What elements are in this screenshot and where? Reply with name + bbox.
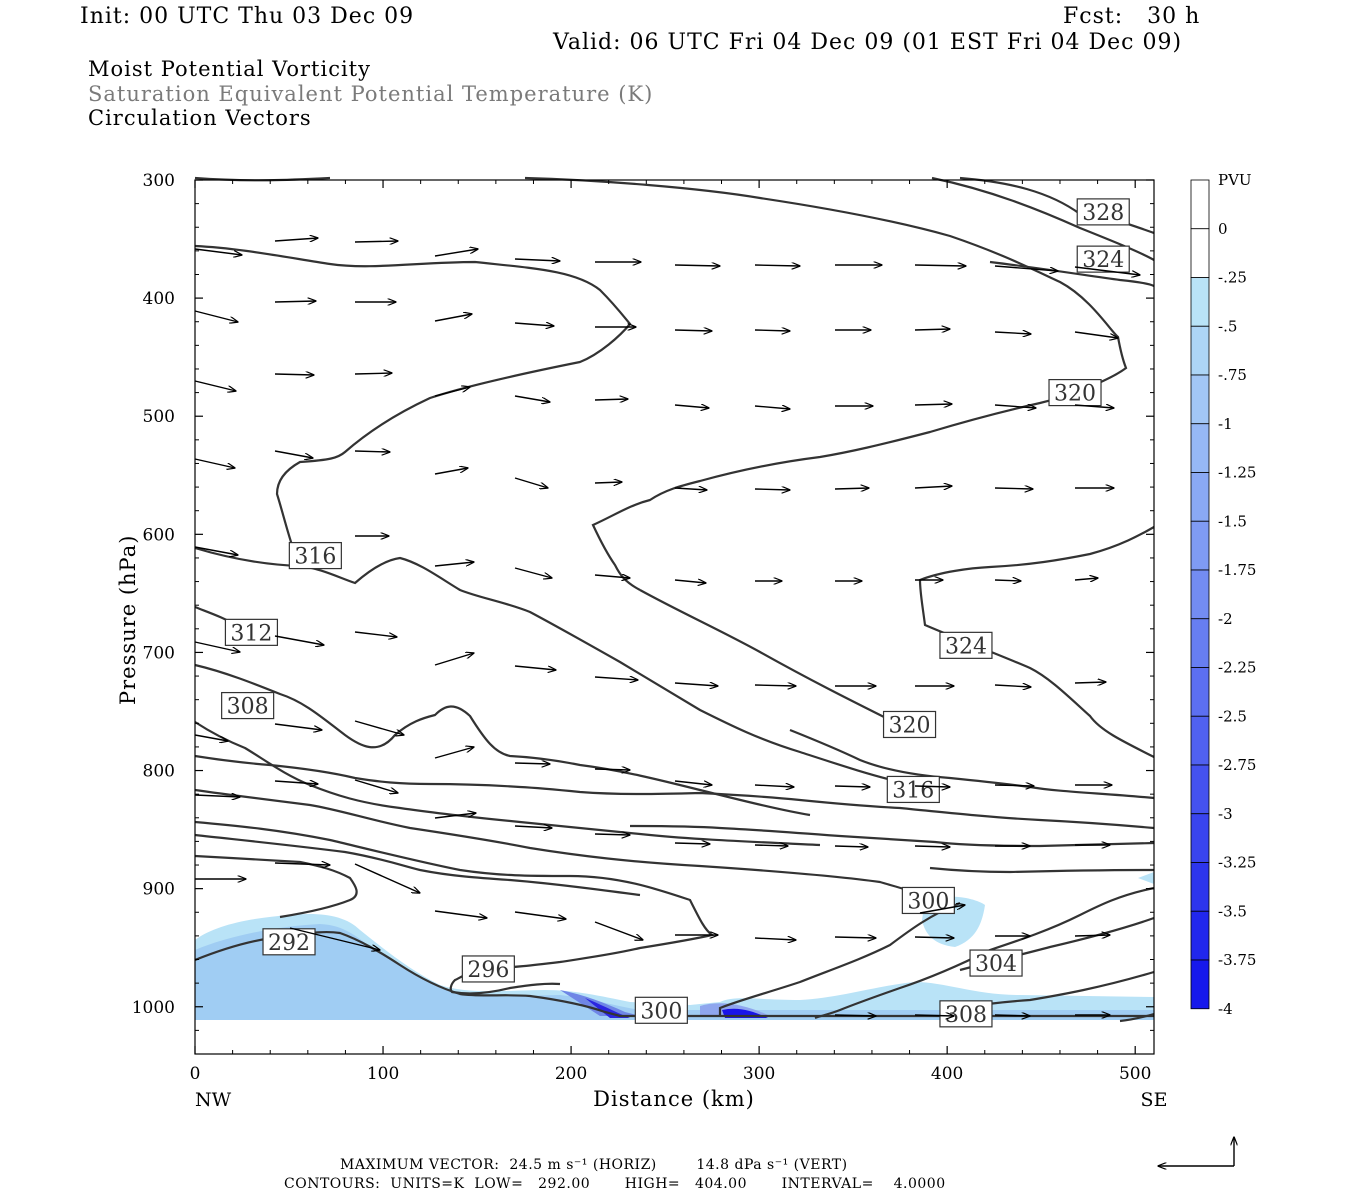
colorbar-swatch xyxy=(1190,569,1210,620)
colorbar-tick-label: -2 xyxy=(1218,610,1233,628)
colorbar-tick-label: -2.25 xyxy=(1218,659,1256,677)
colorbar-tick-label: -2.75 xyxy=(1218,756,1256,774)
forecast-hour: Fcst: 30 h xyxy=(1063,4,1201,29)
contour-label: 312 xyxy=(230,621,272,646)
x-tick-label: 300 xyxy=(743,1064,775,1084)
contour-label: 324 xyxy=(1082,248,1124,273)
contour-label: 316 xyxy=(892,778,934,803)
field-title-vectors: Circulation Vectors xyxy=(88,106,312,130)
y-axis-title: Pressure (hPa) xyxy=(116,535,140,705)
colorbar-tick-label: -1.5 xyxy=(1218,512,1247,530)
contour-label-box xyxy=(221,691,275,720)
colorbar-swatch xyxy=(1190,862,1210,912)
axes: 0 100 200 300 400 500 300 400 500 600 700 800 900 100… xyxy=(132,171,1154,1084)
contour-labels: 328 324 320 316 312 324 308 320 316 300 292 304 296 3… xyxy=(221,198,1130,1028)
colorbar-tick-label: -.75 xyxy=(1218,366,1247,384)
colorbar-swatch xyxy=(1190,715,1210,766)
colorbar-swatch xyxy=(1190,910,1210,961)
colorbar-swatch xyxy=(1190,179,1210,230)
contour-label-box xyxy=(886,775,940,804)
contour-label-box xyxy=(1048,378,1102,407)
colorbar-tick-label: -.5 xyxy=(1218,317,1237,335)
contour-label-box xyxy=(969,949,1023,977)
colorbar-swatch xyxy=(1190,520,1210,571)
contour-label: 292 xyxy=(268,931,310,956)
x-tick-label: 500 xyxy=(1119,1064,1151,1084)
colorbar-tick-label: -1 xyxy=(1218,415,1233,433)
colorbar-tick-label: -1.25 xyxy=(1218,464,1256,482)
colorbar-tick-label: -.25 xyxy=(1218,269,1247,287)
contour-label: 300 xyxy=(907,889,949,914)
contour-label-box xyxy=(1076,198,1130,226)
x-tick-label: 400 xyxy=(931,1064,963,1084)
colorbar-tick-label: -3 xyxy=(1218,805,1233,823)
plot-frame xyxy=(194,179,1155,1055)
x-tick-label: 0 xyxy=(190,1064,201,1084)
contour-label: 320 xyxy=(1054,382,1096,407)
x-end-label-nw: NW xyxy=(195,1089,232,1111)
contour-label-box xyxy=(262,928,316,956)
contour-label: 316 xyxy=(294,545,336,570)
contour-label-box xyxy=(939,631,993,659)
x-end-label-se: SE xyxy=(1141,1089,1168,1111)
x-tick-label: 200 xyxy=(555,1064,587,1084)
colorbar-swatch xyxy=(1190,277,1210,327)
colorbar-tick-label: -1.75 xyxy=(1218,561,1256,579)
max-vector-note: MAXIMUM VECTOR: 24.5 m s⁻¹ (HORIZ) 14.8 … xyxy=(340,1157,848,1173)
y-tick-label: 700 xyxy=(143,643,175,663)
contour-label-box xyxy=(224,618,279,646)
colorbar-tick-label: -4 xyxy=(1218,1000,1233,1018)
contour-label: 304 xyxy=(975,952,1017,977)
contour-label-box xyxy=(634,996,688,1024)
field-title-mpv: Moist Potential Vorticity xyxy=(88,57,371,81)
colorbar-swatch xyxy=(1190,472,1210,522)
circulation-vectors xyxy=(194,238,1140,1016)
colorbar-swatch xyxy=(1190,325,1210,376)
theta-es-contours xyxy=(194,176,1155,1023)
init-time: Init: 00 UTC Thu 03 Dec 09 xyxy=(80,4,415,29)
colorbar-title: PVU xyxy=(1218,171,1252,189)
colorbar-tick-label: -3.75 xyxy=(1218,951,1256,969)
colorbar-tick-label: -3.25 xyxy=(1218,854,1256,872)
reference-vector-icon xyxy=(1158,1137,1234,1166)
contour-label-box xyxy=(461,955,515,983)
y-tick-label: 900 xyxy=(143,880,175,900)
colorbar-swatch xyxy=(1190,667,1210,717)
colorbar-swatch xyxy=(1190,764,1210,815)
colorbar-swatch xyxy=(1190,959,1210,1010)
colorbar-tick-label: -3.5 xyxy=(1218,902,1247,920)
contour-label: 320 xyxy=(889,713,931,738)
colorbar-swatch xyxy=(1190,228,1210,278)
y-tick-label: 1000 xyxy=(132,998,175,1018)
colorbar-swatch xyxy=(1190,813,1210,863)
contour-info-note: CONTOURS: UNITS=K LOW= 292.00 HIGH= 404.… xyxy=(284,1176,946,1192)
valid-time: Valid: 06 UTC Fri 04 Dec 09 (01 EST Fri … xyxy=(553,30,1183,55)
y-tick-label: 800 xyxy=(143,762,175,782)
x-axis-title: Distance (km) xyxy=(593,1087,755,1111)
contour-label: 324 xyxy=(945,634,987,659)
contour-label: 296 xyxy=(467,958,509,983)
colorbar-swatch xyxy=(1190,618,1210,668)
colorbar-swatch xyxy=(1190,423,1210,473)
y-tick-label: 300 xyxy=(143,171,175,191)
contour-label: 300 xyxy=(640,999,682,1024)
y-tick-label: 500 xyxy=(143,407,175,427)
contour-label: 308 xyxy=(227,695,269,720)
contour-label-box xyxy=(288,541,342,570)
x-tick-label: 100 xyxy=(367,1064,399,1084)
pv-colorbar: PVU 0 -.25 -.5 -.75 -1 -1.25 -1.5 -1.75 -2 -2.25 -2… xyxy=(1190,171,1256,1018)
contour-label: 328 xyxy=(1082,201,1124,226)
field-title-theta-es: Saturation Equivalent Potential Temperat… xyxy=(88,82,654,106)
colorbar-tick-label: 0 xyxy=(1218,220,1228,238)
colorbar-swatch xyxy=(1190,374,1210,425)
contour-label-box xyxy=(882,710,937,739)
colorbar-tick-label: -2.5 xyxy=(1218,707,1247,725)
y-tick-label: 600 xyxy=(143,525,175,545)
y-tick-label: 400 xyxy=(143,289,175,309)
